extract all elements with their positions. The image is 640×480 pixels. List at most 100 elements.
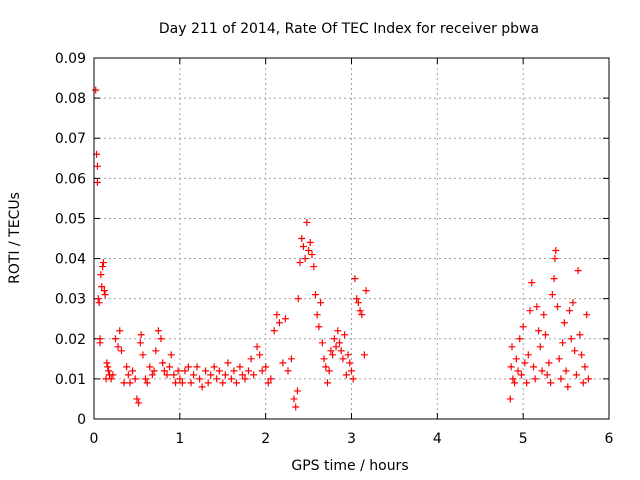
data-point	[133, 395, 141, 403]
data-point	[325, 367, 333, 375]
data-point	[298, 235, 306, 242]
data-point	[540, 311, 548, 319]
data-point	[578, 351, 586, 359]
data-point	[178, 379, 186, 387]
data-point	[174, 367, 182, 375]
y-tick-label: 0.07	[55, 131, 86, 147]
data-point	[170, 371, 178, 379]
data-point	[232, 379, 240, 387]
data-point	[541, 331, 549, 339]
data-point	[275, 319, 283, 327]
data-point	[358, 311, 366, 319]
data-points	[92, 86, 592, 411]
data-point	[509, 375, 517, 383]
data-point	[287, 355, 295, 363]
data-point	[157, 335, 165, 343]
y-tick-label: 0.05	[55, 211, 86, 227]
data-point	[163, 371, 171, 379]
data-point	[294, 295, 302, 303]
data-point	[96, 339, 104, 347]
data-point	[303, 218, 311, 226]
data-point	[124, 371, 132, 379]
data-point	[349, 375, 357, 383]
data-point	[116, 327, 124, 335]
data-point	[341, 331, 349, 339]
data-point	[318, 339, 326, 347]
data-point	[279, 359, 287, 367]
data-point	[176, 375, 184, 383]
chart-title: Day 211 of 2014, Rate Of TEC Index for r…	[159, 21, 539, 37]
data-point	[150, 367, 158, 375]
data-point	[290, 395, 298, 403]
data-point	[146, 363, 154, 371]
data-point	[103, 359, 111, 367]
data-point	[270, 327, 278, 335]
data-point	[93, 178, 101, 186]
x-tick-label: 3	[347, 431, 356, 447]
data-point	[105, 367, 113, 375]
x-tick-label: 6	[605, 431, 614, 447]
data-point	[320, 355, 328, 363]
data-point	[507, 363, 515, 371]
data-point	[305, 247, 313, 255]
plot-frame	[93, 57, 610, 420]
data-point	[292, 403, 300, 411]
data-point	[567, 335, 575, 343]
data-point	[535, 327, 543, 335]
data-point	[548, 291, 556, 299]
data-point	[313, 311, 321, 319]
data-point	[131, 375, 139, 383]
data-point	[159, 359, 167, 367]
data-point	[123, 363, 131, 371]
data-point	[552, 247, 560, 255]
data-point	[193, 363, 201, 371]
data-point	[512, 355, 520, 363]
x-tick-label: 0	[90, 431, 99, 447]
data-point	[576, 331, 584, 339]
data-point	[306, 239, 314, 247]
data-point	[107, 375, 115, 383]
data-point	[167, 351, 175, 359]
data-point	[516, 335, 524, 343]
data-point	[281, 315, 289, 323]
data-point	[353, 295, 361, 303]
data-point	[543, 371, 551, 379]
data-point	[126, 379, 134, 387]
data-point	[210, 363, 218, 371]
data-point	[323, 379, 331, 387]
data-point	[308, 251, 316, 259]
data-point	[166, 363, 174, 371]
data-point	[584, 375, 592, 383]
data-point	[100, 287, 108, 295]
data-point	[301, 255, 309, 263]
data-point	[198, 383, 206, 391]
data-point	[571, 347, 579, 355]
data-point	[120, 379, 128, 387]
data-point	[256, 351, 264, 359]
data-point	[517, 371, 525, 379]
data-point	[555, 355, 563, 363]
data-point	[99, 259, 107, 267]
data-point	[334, 327, 342, 335]
data-point	[135, 399, 143, 407]
data-point	[142, 375, 149, 383]
data-point	[136, 339, 144, 347]
x-tick-label: 4	[433, 431, 442, 447]
data-point	[109, 371, 117, 379]
data-point	[344, 351, 352, 359]
y-tick-label: 0	[77, 412, 86, 428]
data-point	[99, 263, 107, 271]
data-point	[253, 343, 261, 351]
data-point	[332, 343, 340, 351]
x-tick-label: 5	[519, 431, 528, 447]
data-point	[311, 291, 319, 299]
data-point	[354, 299, 362, 307]
data-point	[545, 359, 553, 367]
data-point	[181, 367, 189, 375]
y-tick-label: 0.06	[55, 171, 86, 187]
data-point	[346, 359, 354, 367]
data-point	[315, 323, 323, 331]
data-point	[569, 299, 577, 307]
data-point	[296, 259, 304, 267]
